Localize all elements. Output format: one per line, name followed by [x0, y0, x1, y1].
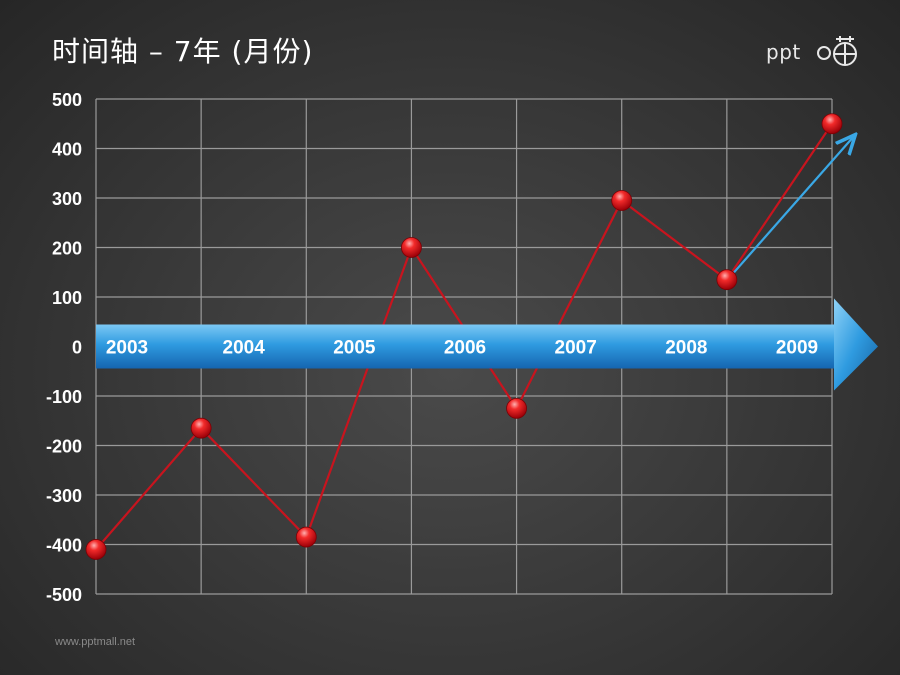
logo-text: ppt	[766, 40, 801, 64]
y-tick-label: 0	[72, 338, 82, 358]
data-point	[821, 113, 843, 135]
footer-url: www.pptmall.net	[55, 636, 136, 648]
ppt-logo: ppt	[766, 36, 876, 76]
data-point	[190, 417, 212, 439]
y-axis-ticks: 500 400 300 200 100 0 -100 -200 -300 -400 -500	[46, 90, 82, 605]
timeline-year-label: 2008	[665, 338, 707, 359]
timeline-arrowhead	[834, 298, 878, 391]
y-tick-label: -300	[46, 486, 82, 506]
y-tick-label: -200	[46, 437, 82, 457]
trend-arrow-line	[732, 136, 854, 275]
data-point	[611, 190, 633, 211]
y-tick-label: -500	[46, 585, 82, 605]
timeline-year-label: 2009	[776, 338, 818, 359]
timeline-year-label: 2007	[555, 338, 597, 359]
y-tick-label: 300	[52, 189, 82, 209]
timeline-year-label: 2004	[223, 338, 266, 359]
page-title: 时间轴 – 7年 (月份)	[52, 35, 314, 68]
y-tick-label: 500	[52, 90, 82, 110]
y-tick-label: 400	[52, 140, 82, 160]
y-tick-label: 100	[52, 288, 82, 308]
data-point	[401, 237, 422, 258]
y-tick-label: 200	[52, 239, 82, 259]
timeline-year-label: 2003	[106, 338, 148, 359]
ppt-logo-icon	[817, 36, 857, 66]
timeline-arrow-band: 2003 2004 2005 2006 2007 2008 2009	[96, 298, 878, 391]
timeline-band	[96, 324, 834, 369]
data-point	[85, 539, 107, 560]
trend-arrow	[732, 136, 854, 275]
timeline-year-label: 2006	[444, 338, 486, 359]
y-tick-label: -400	[46, 536, 82, 556]
data-point	[716, 269, 738, 291]
data-markers	[85, 113, 843, 560]
data-point	[295, 526, 317, 548]
data-point	[506, 397, 527, 419]
timeline-year-label: 2005	[333, 338, 376, 359]
y-tick-label: -100	[46, 387, 82, 407]
